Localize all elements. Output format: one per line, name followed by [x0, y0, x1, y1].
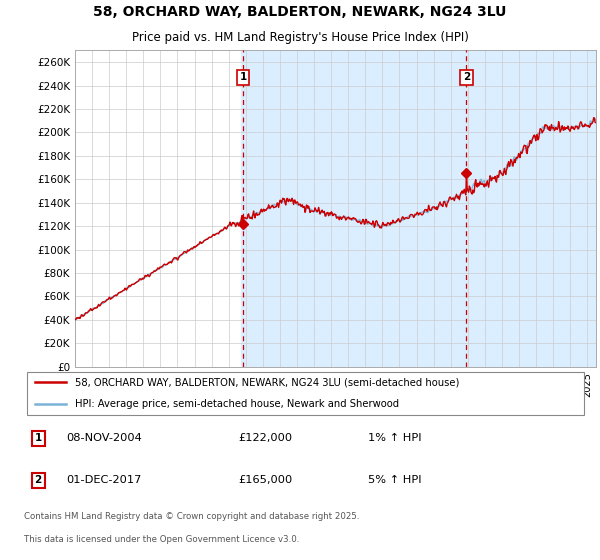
Bar — [241, 50, 596, 367]
Text: £122,000: £122,000 — [238, 433, 292, 444]
Text: 1: 1 — [34, 433, 42, 444]
Text: 01-DEC-2017: 01-DEC-2017 — [66, 475, 142, 486]
Text: Contains HM Land Registry data © Crown copyright and database right 2025.: Contains HM Land Registry data © Crown c… — [24, 512, 359, 521]
FancyBboxPatch shape — [27, 371, 584, 416]
Text: 5% ↑ HPI: 5% ↑ HPI — [368, 475, 422, 486]
Text: 1% ↑ HPI: 1% ↑ HPI — [368, 433, 422, 444]
Text: 2: 2 — [34, 475, 42, 486]
Text: 58, ORCHARD WAY, BALDERTON, NEWARK, NG24 3LU (semi-detached house): 58, ORCHARD WAY, BALDERTON, NEWARK, NG24… — [75, 377, 459, 388]
Text: This data is licensed under the Open Government Licence v3.0.: This data is licensed under the Open Gov… — [24, 535, 299, 544]
Text: 1: 1 — [239, 72, 247, 82]
Text: Price paid vs. HM Land Registry's House Price Index (HPI): Price paid vs. HM Land Registry's House … — [131, 31, 469, 44]
Text: 2: 2 — [463, 72, 470, 82]
Text: 58, ORCHARD WAY, BALDERTON, NEWARK, NG24 3LU: 58, ORCHARD WAY, BALDERTON, NEWARK, NG24… — [94, 5, 506, 18]
Text: HPI: Average price, semi-detached house, Newark and Sherwood: HPI: Average price, semi-detached house,… — [75, 399, 399, 409]
Text: £165,000: £165,000 — [238, 475, 293, 486]
Text: 08-NOV-2004: 08-NOV-2004 — [66, 433, 142, 444]
